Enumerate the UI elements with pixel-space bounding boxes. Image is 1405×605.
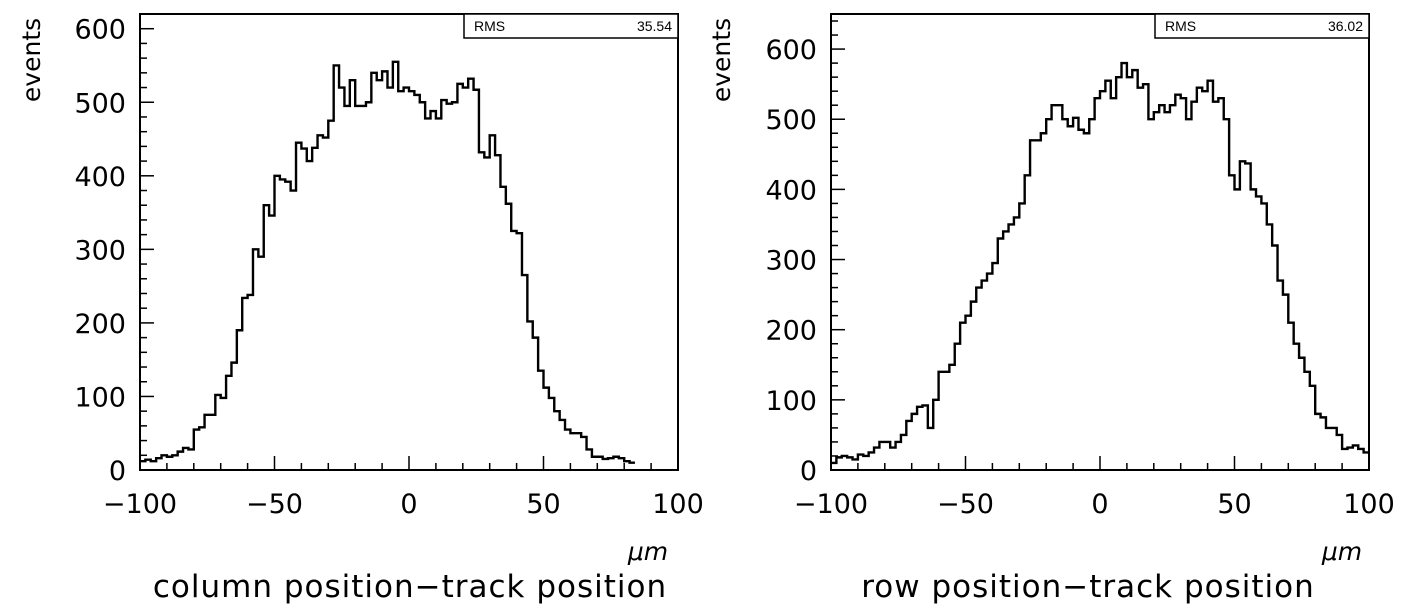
x-tick-label: −100: [794, 489, 868, 520]
y-tick-label: 200: [765, 316, 817, 347]
stats-value: 35.54: [637, 18, 672, 34]
histogram-line: [140, 60, 635, 464]
x-tick-label: −50: [937, 489, 994, 520]
y-tick-label: 300: [74, 235, 126, 266]
plot-frame: [139, 13, 679, 471]
x-axis-unit: μm: [627, 537, 668, 566]
y-tick-label: 500: [74, 88, 126, 119]
stats-box: RMS 36.02: [1154, 13, 1370, 39]
stats-box-frame: [1154, 13, 1370, 39]
x-axis-unit: μm: [1321, 537, 1362, 566]
y-tick-label: 600: [74, 15, 126, 46]
y-tick-label: 600: [765, 35, 817, 66]
panel-row-residual: 0 100 200 300 400 500 600 −100 −50 0 50 100 events μm…: [707, 13, 1395, 605]
x-tick-label: 0: [400, 489, 417, 520]
x-tick-label: 0: [1091, 489, 1108, 520]
y-tick-label: 0: [109, 456, 126, 487]
x-axis-title: column position−track position: [153, 569, 667, 605]
x-tick-label: 100: [1343, 489, 1395, 520]
stats-box: RMS 35.54: [463, 13, 679, 39]
y-tick-label: 100: [74, 382, 126, 413]
stats-label: RMS: [1165, 18, 1196, 34]
stats-label: RMS: [474, 18, 505, 34]
x-axis-title: row position−track position: [861, 569, 1315, 605]
x-tick-label: 50: [1217, 489, 1251, 520]
plot-frame: [830, 13, 1370, 471]
y-tick-label: 100: [765, 386, 817, 417]
y-tick-label: 400: [765, 175, 817, 206]
histogram-line: [831, 61, 1369, 465]
stats-value: 36.02: [1328, 18, 1363, 34]
y-tick-label: 400: [74, 162, 126, 193]
y-tick-label: 300: [765, 246, 817, 277]
x-tick-label: −100: [103, 489, 177, 520]
y-tick-label: 500: [765, 105, 817, 136]
y-axis-title: events: [707, 18, 736, 102]
stats-box-frame: [463, 13, 679, 39]
y-axis-title: events: [17, 18, 46, 102]
x-tick-label: −50: [246, 489, 303, 520]
panel-column-residual: 0 100 200 300 400 500 600 −100 −50 0 50 100 events μm…: [17, 13, 704, 605]
y-tick-label: 200: [74, 309, 126, 340]
x-tick-label: 50: [526, 489, 560, 520]
y-tick-label: 0: [800, 456, 817, 487]
x-tick-label: 100: [652, 489, 704, 520]
